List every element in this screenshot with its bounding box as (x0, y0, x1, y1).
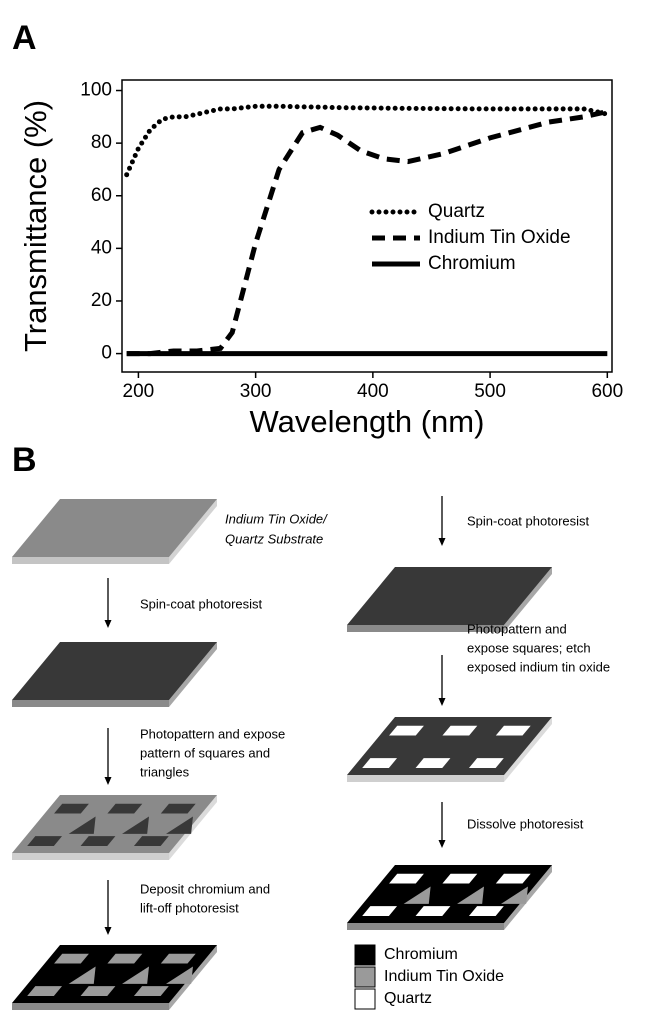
pattern-square (389, 873, 424, 884)
pattern-triangle (122, 966, 149, 984)
x-tick-label: 600 (591, 381, 623, 402)
pattern-square (107, 803, 143, 814)
legend-label: Chromium (428, 253, 516, 274)
legend-label: Indium Tin Oxide (428, 227, 571, 248)
legend-label: Quartz (428, 201, 485, 222)
pattern-square (27, 836, 63, 847)
pattern-triangle (166, 966, 193, 984)
pattern-triangle (403, 886, 431, 904)
plate-side (504, 865, 552, 930)
plate-side (169, 499, 217, 564)
pattern-square (80, 986, 116, 997)
step-label: lift-off photoresist (140, 900, 239, 915)
pattern-triangle (68, 816, 96, 834)
pattern-triangle (68, 966, 96, 984)
series-line (124, 103, 610, 178)
x-tick-label: 300 (240, 381, 272, 402)
step-label: Spin-coat photoresist (140, 596, 263, 611)
pattern-square (27, 986, 63, 997)
pattern-square (160, 953, 196, 964)
x-tick-label: 500 (474, 381, 506, 402)
pattern-square (415, 758, 451, 769)
step-label: Photopattern and (467, 621, 567, 636)
y-axis-label: Transmittance (%) (18, 100, 53, 352)
legend-swatch (354, 944, 376, 966)
substrate-label: Indium Tin Oxide/ (225, 511, 328, 526)
pattern-triangle (122, 816, 149, 834)
pattern-square (442, 873, 478, 884)
pattern-square (133, 986, 169, 997)
plate-side (504, 717, 552, 782)
arrow-head (104, 927, 112, 935)
arrow-head (438, 538, 446, 546)
pattern-square (362, 906, 398, 917)
y-tick-label: 60 (91, 185, 112, 206)
pattern-square (54, 803, 89, 814)
x-tick-label: 400 (357, 381, 389, 402)
arrow-head (438, 840, 446, 848)
pattern-square (495, 725, 531, 736)
arrow-head (104, 620, 112, 628)
pattern-square (160, 803, 196, 814)
step-label: Deposit chromium and (140, 881, 270, 896)
pattern-triangle (501, 886, 528, 904)
legend-label: Chromium (384, 946, 458, 963)
plate-side (504, 567, 552, 632)
pattern-square (468, 758, 504, 769)
arrow-head (104, 777, 112, 785)
plate-side (169, 642, 217, 707)
panel-label: B (12, 441, 37, 479)
pattern-square (415, 906, 451, 917)
pattern-square (362, 758, 398, 769)
pattern-triangle (457, 886, 484, 904)
plate-top (12, 499, 217, 557)
pattern-square (468, 906, 504, 917)
legend-label: Indium Tin Oxide (384, 968, 504, 985)
plate-edge (347, 775, 504, 782)
pattern-square (54, 953, 89, 964)
plate-side (169, 945, 217, 1010)
plot-frame (121, 79, 613, 373)
y-tick-label: 80 (91, 132, 112, 153)
plate-top (347, 567, 552, 625)
plate-edge (347, 923, 504, 930)
plate-edge (12, 557, 169, 564)
pattern-square (133, 836, 169, 847)
x-tick-label: 200 (123, 381, 155, 402)
plate-edge (347, 625, 504, 632)
x-axis-label: Wavelength (nm) (250, 404, 485, 439)
step-label: triangles (140, 764, 190, 779)
plate-edge (12, 700, 169, 707)
y-tick-label: 100 (80, 80, 112, 101)
plate-edge (12, 1003, 169, 1010)
step-label: Spin-coat photoresist (467, 513, 590, 528)
legend-swatch (354, 966, 376, 988)
step-label: Dissolve photoresist (467, 816, 584, 831)
pattern-square (107, 953, 143, 964)
pattern-triangle (166, 816, 193, 834)
pattern-square (442, 725, 478, 736)
pattern-square (495, 873, 531, 884)
pattern-square (389, 725, 424, 736)
pattern-square (80, 836, 116, 847)
legend-label: Quartz (384, 990, 432, 1007)
step-label: exposed indium tin oxide (467, 659, 610, 674)
plate-edge (12, 853, 169, 860)
step-label: Photopattern and expose (140, 726, 285, 741)
substrate-label: Quartz Substrate (225, 531, 323, 546)
y-tick-label: 0 (101, 343, 112, 364)
arrow-head (438, 698, 446, 706)
step-label: pattern of squares and (140, 745, 270, 760)
plate-top (12, 642, 217, 700)
panel-label: A (12, 19, 37, 57)
plate-side (169, 795, 217, 860)
legend-swatch (354, 988, 376, 1010)
y-tick-label: 40 (91, 237, 112, 258)
y-tick-label: 20 (91, 290, 112, 311)
step-label: expose squares; etch (467, 640, 591, 655)
